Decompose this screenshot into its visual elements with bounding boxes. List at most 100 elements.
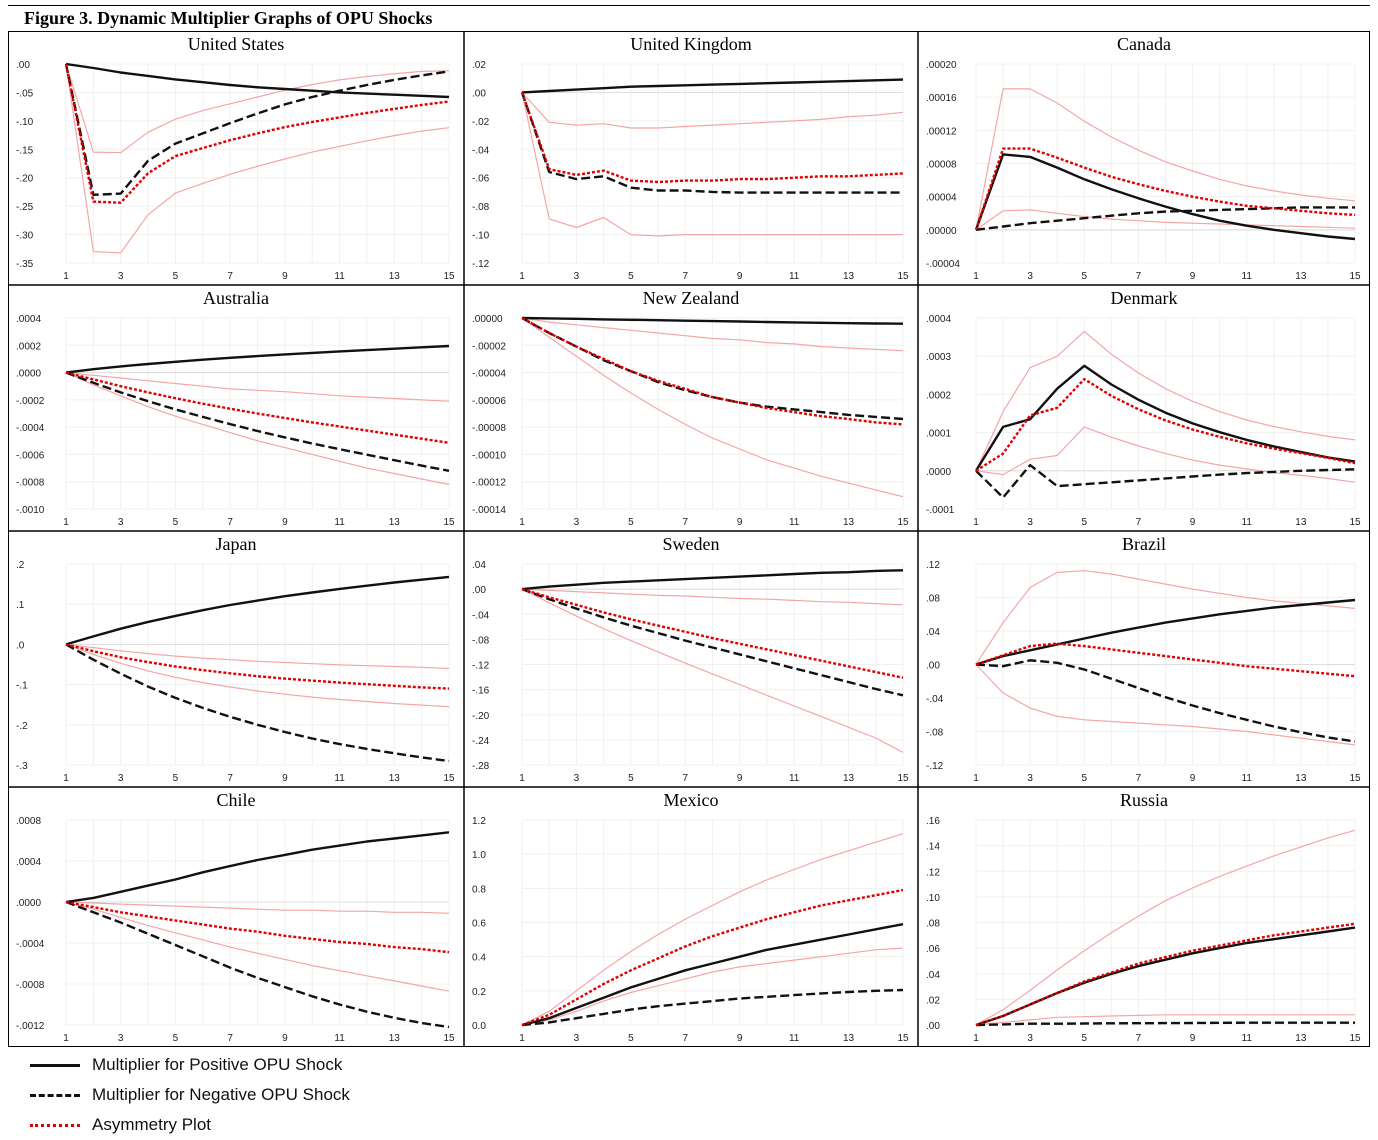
series-line-negative [65,643,450,763]
series-line-band [521,588,904,753]
panel-title: Japan [216,534,257,554]
panel-title: Chile [217,790,256,810]
y-tick-label: .12 [926,867,940,878]
x-tick-label: 13 [1295,1033,1307,1044]
y-tick-label: .14 [926,842,940,853]
y-tick-label: .1 [16,600,25,611]
series-line-negative [521,587,904,697]
x-tick-label: 3 [118,517,124,528]
multiplier-panels: United States.00-.05-.10-.15-.20-.25-.30… [8,31,1370,1047]
series-line-positive [521,316,904,325]
y-tick-label: 0.6 [472,919,486,930]
series-line-negative [975,463,1356,499]
panel-title: Sweden [663,534,720,554]
legend-swatch-negative [30,1093,80,1097]
x-tick-label: 7 [683,1033,689,1044]
x-tick-label: 9 [1190,773,1196,784]
x-tick-label: 15 [443,271,455,282]
series-line-positive [521,923,904,1027]
x-tick-label: 1 [63,517,69,528]
series-line-asymmetry [975,642,1356,678]
series-line-band [975,829,1356,1026]
y-tick-label: .08 [926,919,940,930]
panel-japan: Japan.2.1.0-.1-.2-.31 3 5 7 9 11 13 15 [16,534,455,784]
series-line-asymmetry [975,377,1356,472]
y-tick-label: -.00006 [472,396,506,407]
y-tick-label: -.04 [926,694,944,705]
y-tick-label: -.0002 [16,396,45,407]
y-tick-label: -.08 [472,635,490,646]
x-tick-label: 11 [334,1033,345,1044]
series-line-positive [521,78,904,94]
x-tick-label: 1 [519,773,525,784]
x-tick-label: 1 [519,271,525,282]
y-tick-label: -.0006 [16,450,45,461]
y-tick-label: -.00004 [472,369,506,380]
series-line-positive [975,598,1356,666]
x-tick-label: 15 [443,517,455,528]
x-tick-label: 3 [1027,517,1033,528]
series-line-band [975,209,1356,231]
x-tick-label: 9 [737,271,743,282]
y-tick-label: -.00012 [472,478,506,489]
series-line-asymmetry [521,587,904,679]
x-tick-label: 5 [1082,271,1088,282]
series-line-band [975,426,1356,483]
y-tick-label: .0 [16,640,25,651]
y-tick-label: .06 [926,944,940,955]
y-tick-label: -.00014 [472,505,506,516]
x-tick-label: 7 [683,517,689,528]
y-tick-label: .10 [926,893,940,904]
panel-sweden: Sweden .04 .00 -.04 -.08 -.12 -.16 -.20 -.24 -.28… [472,534,909,784]
y-tick-label: .0002 [926,390,951,401]
series-line-negative [65,371,450,472]
series-line-band [65,901,450,992]
x-tick-label: 11 [789,517,800,528]
x-tick-label: 1 [973,271,979,282]
x-tick-label: 11 [1242,517,1253,528]
x-tick-label: 7 [227,271,233,282]
x-tick-label: 11 [334,517,345,528]
y-tick-label: -.0004 [16,939,45,950]
x-tick-label: 3 [574,773,580,784]
y-tick-label: -.16 [472,686,490,697]
legend-label-asymmetry: Asymmetry Plot [92,1115,212,1134]
x-tick-label: 7 [1136,517,1142,528]
legend-item-positive: Multiplier for Positive OPU Shock [30,1050,350,1080]
y-tick-label: .00 [472,88,486,99]
y-tick-label: -.12 [472,661,490,672]
panel-new-zealand: New Zealand .00000 -.00002 -.00004 -.00006 -.… [472,288,909,528]
x-tick-label: 3 [118,271,124,282]
x-tick-label: 5 [173,271,179,282]
x-tick-label: 7 [1136,1033,1142,1044]
y-tick-label: .00012 [926,126,957,137]
x-tick-label: 1 [973,1033,979,1044]
x-tick-label: 5 [1082,517,1088,528]
x-tick-label: 5 [628,773,634,784]
y-tick-label: -.20 [16,174,34,185]
y-tick-label: .0000 [16,898,41,909]
series-line-band [65,372,450,402]
series-line-negative [64,63,450,197]
series-line-asymmetry [65,371,450,444]
x-tick-label: 1 [519,517,525,528]
x-tick-label: 11 [1242,1033,1253,1044]
y-tick-label: 1.0 [472,850,486,861]
x-tick-label: 1 [519,1033,525,1044]
y-tick-label: -.15 [16,145,34,156]
series-line-band [975,330,1356,472]
series-line-negative [521,988,904,1027]
panel-united-kingdom: United Kingdom .02 .00 -.02 -.04 -.06 -.08 -.10… [472,34,909,282]
series-line-band [65,372,450,485]
x-tick-label: 7 [683,773,689,784]
y-tick-label: -.30 [16,231,34,242]
x-tick-label: 1 [63,1033,69,1044]
x-tick-label: 5 [628,271,634,282]
y-tick-label: .04 [472,560,486,571]
y-tick-label: -.35 [16,259,34,270]
x-tick-label: 15 [897,1033,909,1044]
y-tick-label: -.1 [16,681,28,692]
top-rule [8,5,1370,6]
y-tick-label: -.08 [472,202,490,213]
